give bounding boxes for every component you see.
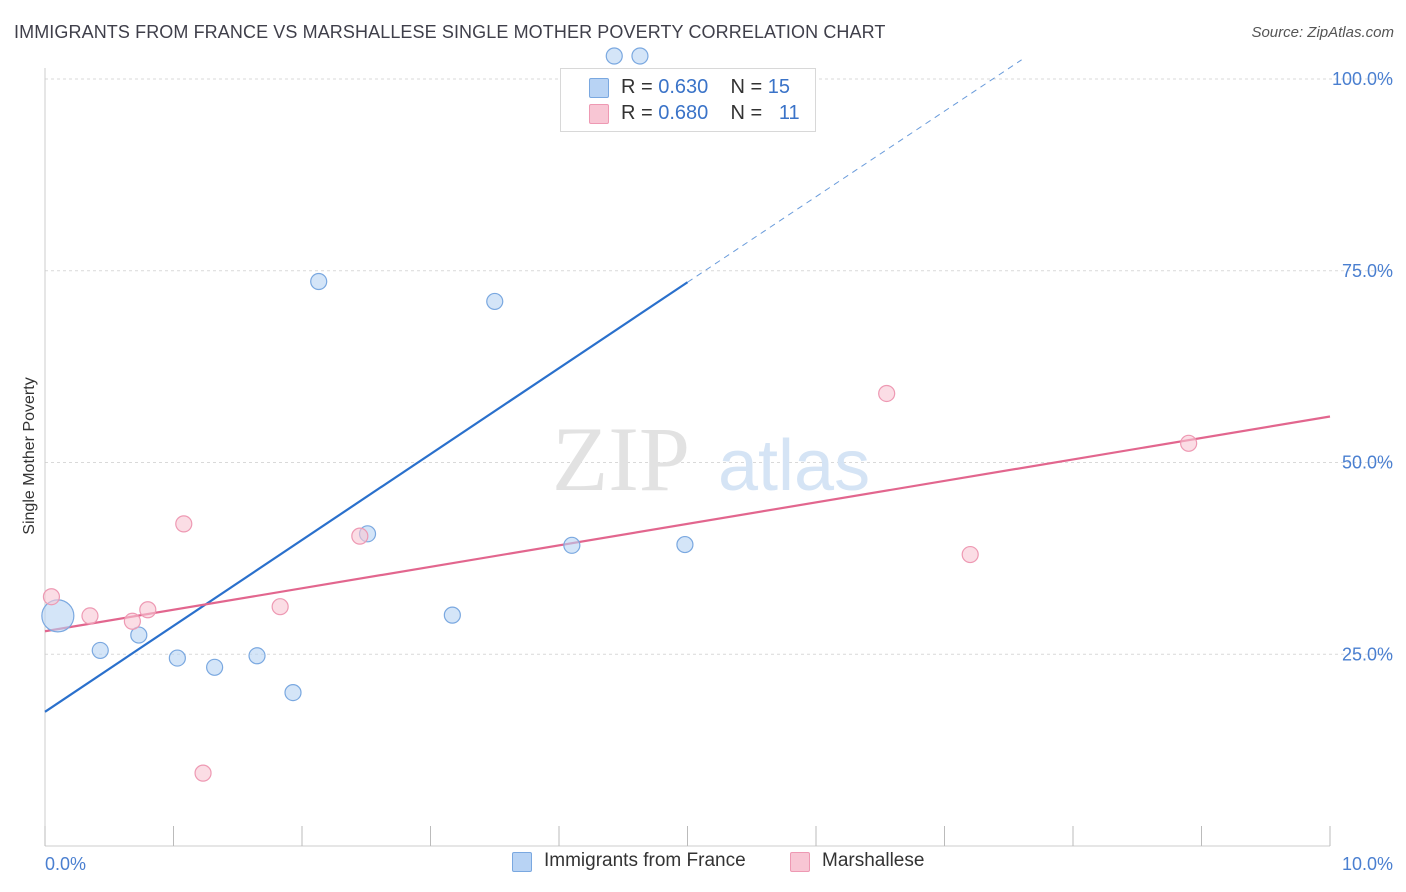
series-label-france: Immigrants from France [544,850,746,871]
point-marshallese[interactable] [175,515,193,533]
legend-swatch-blue [589,78,609,98]
legend-r-value: 0.630 [658,76,709,98]
point-france[interactable] [676,535,694,554]
watermark-zip: ZIP [552,408,690,510]
point-france[interactable] [631,47,649,65]
series-swatch-pink [790,852,810,872]
point-france[interactable] [563,536,581,554]
watermark: ZIP atlas [552,408,870,510]
point-france[interactable] [41,599,75,633]
stats-legend: R = 0.630 N = 15 R = 0.680 N = 11 [560,68,816,132]
axes [44,68,1331,847]
point-marshallese[interactable] [1180,434,1198,452]
point-marshallese[interactable] [351,527,369,545]
trend-lines [44,59,1331,713]
legend-r-label: R = [621,76,659,98]
legend-n-label: N = [730,102,768,124]
point-marshallese[interactable] [271,598,289,616]
point-france[interactable] [310,272,328,291]
legend-n-value: 15 [767,76,791,98]
point-france[interactable] [486,292,504,311]
grid-lines [45,78,1392,655]
chart-title: IMMIGRANTS FROM FRANCE VS MARSHALLESE SI… [14,22,886,42]
point-marshallese[interactable] [81,607,99,625]
point-france[interactable] [168,649,186,667]
y-tick-label: 100.0% [1332,69,1393,89]
y-tick-label: 50.0% [1342,453,1393,473]
point-france[interactable] [206,658,224,676]
point-france[interactable] [284,683,302,702]
legend-r-value: 0.680 [658,102,709,124]
legend-swatch-pink [589,104,609,124]
x-tick-label: 0.0% [45,854,86,874]
series-swatch-blue [512,852,532,872]
point-marshallese[interactable] [878,384,896,403]
legend-n-label: N = [730,76,768,98]
point-marshallese[interactable] [123,612,141,630]
point-france[interactable] [91,641,109,660]
point-marshallese[interactable] [139,601,157,619]
point-marshallese[interactable] [194,764,212,782]
trend-line-france [44,281,689,713]
y-tick-label: 75.0% [1342,261,1393,281]
x-tick-label: 10.0% [1342,854,1393,874]
point-marshallese[interactable] [42,588,61,606]
point-france[interactable] [130,626,148,644]
point-france[interactable] [605,47,623,65]
legend-n-value: 11 [778,102,800,124]
trend-line-marshallese [44,415,1331,633]
tick-labels: 25.0% 50.0% 75.0% 100.0% 0.0% 10.0% [45,69,1393,874]
legend-r-label: R = [621,102,659,124]
watermark-atlas: atlas [718,426,870,506]
point-france[interactable] [248,647,266,665]
source-credit: Source: ZipAtlas.com [1251,24,1394,41]
point-france[interactable] [443,606,461,624]
series-label-marshallese: Marshallese [822,850,925,871]
trend-extension-france [687,59,1022,283]
point-marshallese[interactable] [961,545,979,564]
y-tick-label: 25.0% [1342,644,1393,664]
data-points [41,47,1198,782]
y-axis-label: Single Mother Poverty [21,377,38,534]
